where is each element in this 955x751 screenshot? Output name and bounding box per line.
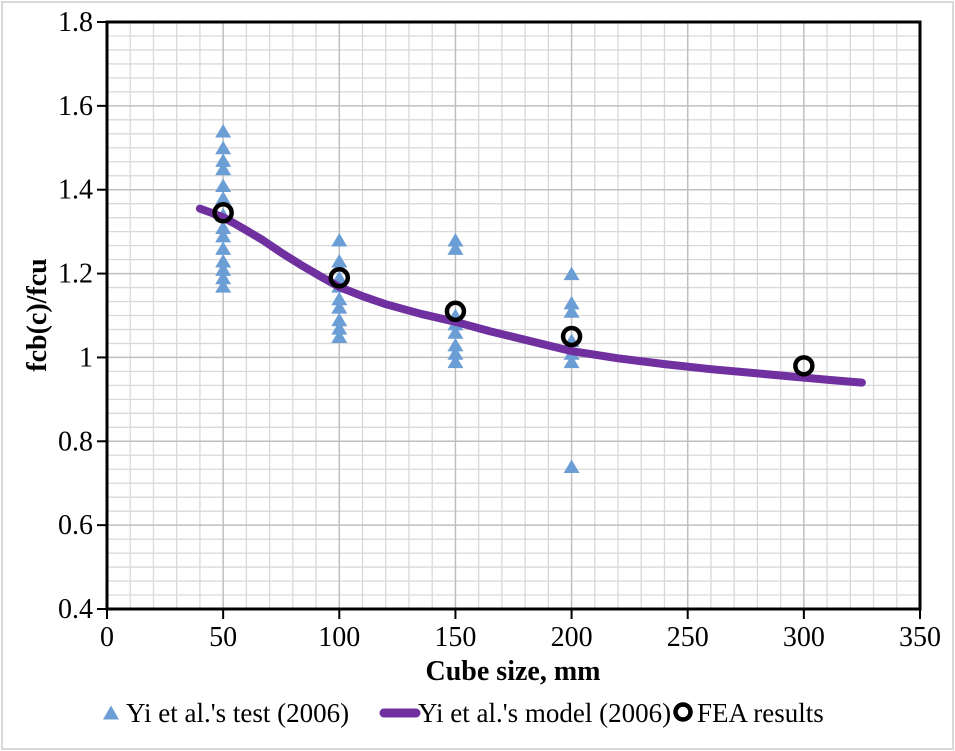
axis-ticks (97, 21, 921, 619)
y-tick-labels: 0.4 0.6 0.8 1 1.2 1.4 1.6 1.8 (58, 7, 93, 625)
open-circle-icon (673, 702, 693, 722)
svg-text:0.8: 0.8 (58, 426, 93, 457)
legend-entry-test: Yi et al.'s test (2006) (103, 698, 349, 728)
svg-text:150: 150 (434, 622, 476, 653)
x-axis-title: Cube size, mm (426, 656, 601, 687)
legend-fea-label: FEA results (697, 698, 824, 728)
legend-entry-fea: FEA results (673, 698, 824, 728)
svg-text:50: 50 (209, 622, 237, 653)
svg-text:0.6: 0.6 (58, 510, 93, 541)
plot-area-border (105, 20, 922, 611)
minor-gridlines (107, 22, 920, 609)
svg-text:1.2: 1.2 (58, 259, 93, 290)
svg-text:0: 0 (100, 622, 114, 653)
triangle-icon (103, 705, 119, 720)
svg-text:0.4: 0.4 (58, 594, 93, 625)
svg-text:100: 100 (318, 622, 360, 653)
svg-text:200: 200 (551, 622, 593, 653)
legend-entry-model: Yi et al.'s model (2006) (379, 698, 671, 728)
major-gridlines (107, 22, 920, 609)
legend: Yi et al.'s test (2006) Yi et al.'s mode… (103, 698, 824, 728)
svg-text:1.8: 1.8 (58, 7, 93, 38)
x-tick-labels: 0 50 100 150 200 250 300 350 (100, 622, 941, 653)
legend-test-label: Yi et al.'s test (2006) (126, 698, 349, 728)
svg-text:1: 1 (79, 342, 93, 373)
svg-text:1.6: 1.6 (58, 91, 93, 122)
fea-series (212, 202, 815, 377)
y-axis-title: fcb(c)/fcu (22, 258, 53, 372)
legend-model-label: Yi et al.'s model (2006) (418, 698, 671, 728)
svg-text:350: 350 (899, 622, 941, 653)
svg-text:300: 300 (783, 622, 825, 653)
model-curve (195, 204, 866, 387)
svg-text:250: 250 (667, 622, 709, 653)
svg-text:1.4: 1.4 (58, 175, 93, 206)
